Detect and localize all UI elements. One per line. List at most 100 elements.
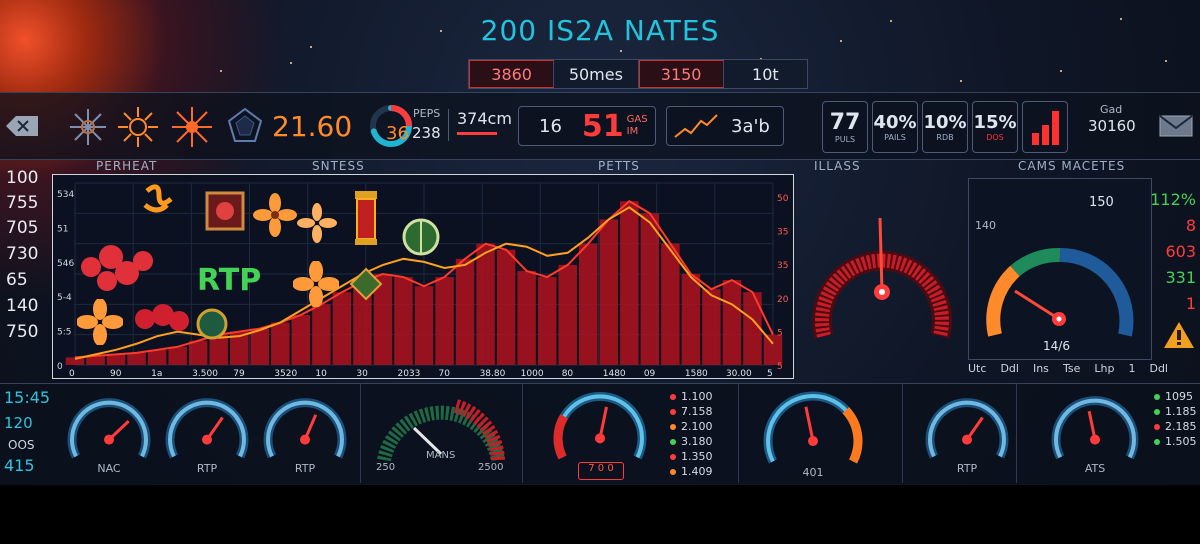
gauge-needle	[804, 406, 815, 442]
list-item: 1.350	[670, 450, 713, 465]
chart-bar	[209, 334, 228, 365]
list-value: 1.185	[1165, 405, 1197, 418]
gauge-bottom-label: 14/6	[1043, 339, 1070, 353]
x-tick-label: 2033	[397, 369, 420, 378]
stat-box-puls[interactable]: 77 PULS	[822, 101, 868, 153]
chart-bar	[188, 340, 208, 365]
status-dot	[1154, 409, 1160, 415]
distance-readout: 374cm	[448, 109, 512, 141]
status-dot	[1154, 394, 1160, 400]
chart-bar	[763, 334, 783, 365]
chart-bar	[168, 346, 187, 365]
star	[440, 30, 442, 32]
gauge-min: 250	[376, 462, 396, 473]
list-item: 1.505	[1154, 435, 1197, 450]
chart-bar	[332, 292, 352, 365]
gauge-arc	[266, 400, 344, 458]
status-dot	[1154, 424, 1160, 430]
header-sntess: SNTESS	[312, 159, 365, 173]
gauge-dial	[925, 398, 1009, 459]
chart-bar	[106, 354, 126, 365]
balance-value: 21.60	[272, 110, 353, 143]
header-petts: PETTS	[598, 159, 640, 173]
star	[290, 62, 292, 64]
chart-bar	[312, 304, 331, 365]
gauge-hub	[300, 434, 310, 445]
left-number: 705	[6, 218, 39, 238]
gauge-top-label: 150	[1089, 195, 1114, 210]
flower-icon	[293, 261, 339, 307]
odds-box[interactable]: 16 51 GAS IM	[518, 106, 656, 146]
gauge-scale-labels: Utc Ddl Ins Tse Lhp 1 Ddl	[968, 362, 1168, 375]
right-value: 30160	[1088, 117, 1136, 135]
header-cams-macetes: CAMS MACETES	[1018, 159, 1126, 173]
stat-box-pails[interactable]: 40% PAILS	[872, 101, 918, 153]
stat-box-dos[interactable]: 15% DOS	[972, 101, 1018, 153]
list-item: 3.180	[670, 435, 713, 450]
status-dot	[670, 409, 676, 415]
status-dot	[670, 439, 676, 445]
gauge-needle	[412, 426, 443, 456]
peps-value-2: 238	[412, 124, 441, 142]
cams-gauge-panel: 150 140 14/6	[968, 178, 1152, 360]
gauge-hub	[104, 434, 114, 445]
gauge-hub	[202, 434, 212, 445]
gauge-dial	[1051, 396, 1139, 460]
list-item: 1.409	[670, 465, 713, 480]
chart-bar	[517, 270, 536, 365]
right-small-label: Gad	[1100, 103, 1123, 116]
gauge-needle	[878, 217, 884, 293]
list-value: 1.100	[681, 390, 713, 403]
star	[220, 70, 222, 72]
gauge-label: RTP	[956, 462, 978, 475]
trend-box[interactable]: 3a'b	[666, 106, 784, 146]
berries-icon	[135, 304, 189, 331]
y-tick-label: 546	[57, 259, 74, 269]
chart-bar	[229, 331, 249, 365]
tab-3860[interactable]: 3860	[469, 60, 555, 88]
y-tick-label: 35	[777, 228, 788, 238]
tab-10t[interactable]: 10t	[723, 60, 807, 88]
gauge-orange	[762, 388, 864, 466]
berries-icon	[81, 245, 153, 291]
chart-bar	[373, 274, 393, 365]
gauge-nac	[66, 392, 152, 462]
x-tick-label: 80	[562, 369, 574, 378]
y-tick-label: 51	[57, 224, 68, 234]
back-arrow-icon[interactable]	[4, 113, 40, 139]
list-value: 3.180	[681, 435, 713, 448]
y-tick-label: 5	[777, 362, 783, 372]
warning-icon[interactable]	[1162, 320, 1196, 350]
list-value: 1095	[1165, 390, 1193, 403]
stat-box-bars[interactable]	[1022, 101, 1068, 153]
chart-bar	[147, 349, 167, 365]
flower-icon	[77, 299, 123, 345]
tab-50mes[interactable]: 50mes	[554, 60, 639, 88]
gauge-label: RTP	[196, 462, 218, 475]
x-tick-label: 38.80	[480, 369, 506, 378]
gauge-caption: 7 0 0	[578, 462, 624, 480]
list-item: 7.158	[670, 405, 713, 420]
gauge-rtp	[262, 392, 348, 462]
right-number: 603	[1165, 242, 1196, 261]
chart-bar	[455, 258, 475, 365]
gauge-left-label: 140	[975, 219, 996, 232]
gauge-arc	[1054, 398, 1136, 459]
stat-box-rdb[interactable]: 10% RDB	[922, 101, 968, 153]
left-number: 755	[6, 193, 39, 213]
peps-donut	[370, 105, 412, 147]
chart-bar	[620, 201, 639, 365]
left-number: 65	[6, 270, 28, 290]
list-value: 2.100	[681, 420, 713, 433]
gauge-arc	[168, 400, 246, 458]
y-tick-label: 5	[777, 328, 783, 338]
mail-icon[interactable]	[1158, 113, 1194, 139]
chart-bar	[414, 286, 434, 365]
chart-bar	[496, 249, 516, 365]
tab-3150[interactable]: 3150	[638, 60, 724, 88]
gauge-arc	[553, 391, 647, 460]
chart-bar	[250, 328, 270, 365]
status-dot	[1154, 439, 1160, 445]
chart-bar	[86, 355, 105, 365]
flower-icon	[297, 203, 337, 243]
